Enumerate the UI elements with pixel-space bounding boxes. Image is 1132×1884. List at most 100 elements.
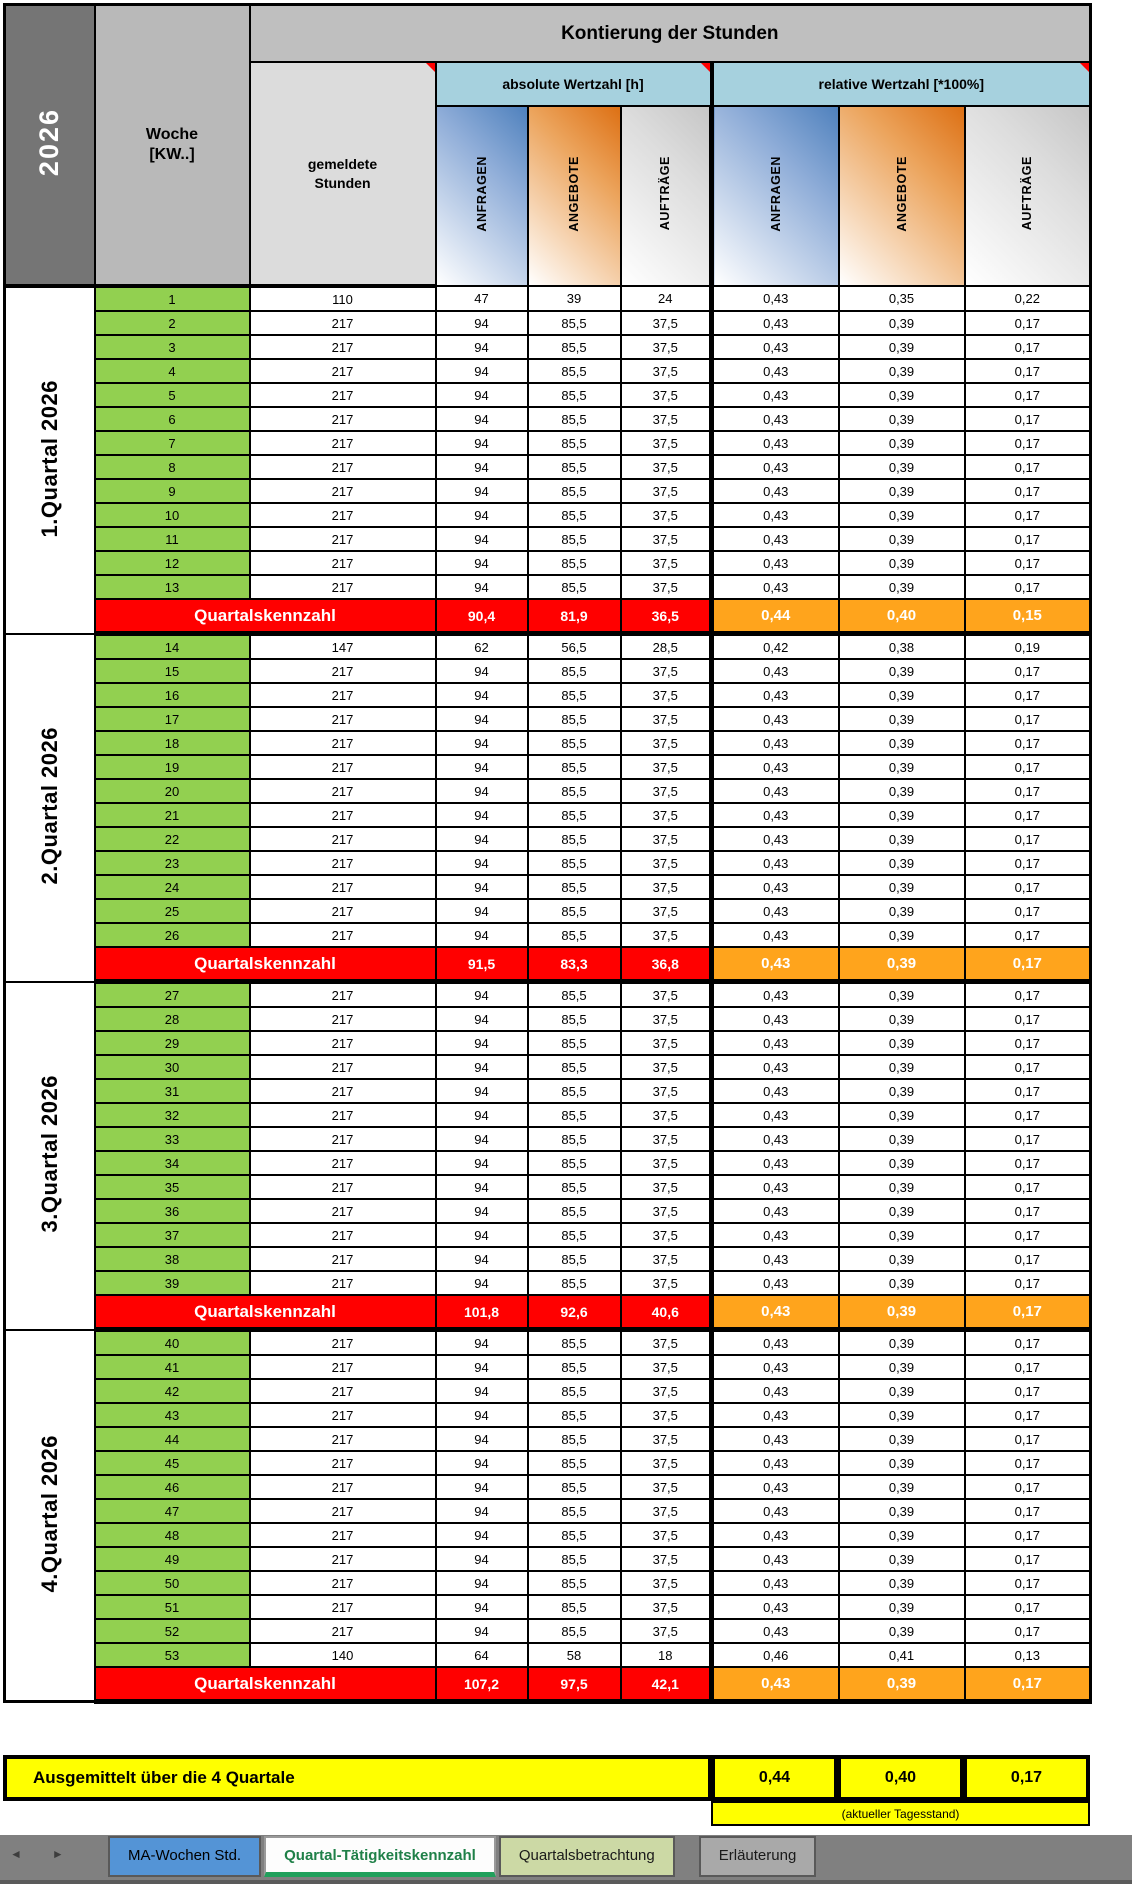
value-cell[interactable]: 85,5 — [526, 502, 622, 528]
value-cell[interactable]: 85,5 — [526, 478, 622, 504]
value-cell[interactable]: 85,5 — [526, 550, 622, 576]
summary-rel-cell[interactable]: 0,17 — [963, 946, 1092, 984]
value-cell[interactable]: 0,39 — [837, 1426, 966, 1452]
value-cell[interactable]: 85,5 — [526, 454, 622, 480]
value-cell[interactable]: 0,17 — [963, 502, 1092, 528]
value-cell[interactable]: 0,43 — [709, 1402, 840, 1428]
value-cell[interactable]: 0,39 — [837, 1270, 966, 1296]
value-cell[interactable]: 85,5 — [526, 1546, 622, 1572]
value-cell[interactable]: 0,17 — [963, 1378, 1092, 1404]
value-cell[interactable]: 217 — [248, 454, 437, 480]
value-cell[interactable]: 62 — [434, 632, 529, 660]
value-cell[interactable]: 37,5 — [619, 1354, 713, 1380]
value-cell[interactable]: 217 — [248, 1522, 437, 1548]
week-number-cell[interactable]: 24 — [93, 874, 251, 900]
value-cell[interactable]: 217 — [248, 502, 437, 528]
week-number-cell[interactable]: 48 — [93, 1522, 251, 1548]
value-cell[interactable]: 37,5 — [619, 874, 713, 900]
value-cell[interactable]: 94 — [434, 478, 529, 504]
value-cell[interactable]: 37,5 — [619, 898, 713, 924]
value-cell[interactable]: 0,43 — [709, 1354, 840, 1380]
value-cell[interactable]: 0,43 — [709, 1246, 840, 1272]
summary-rel-cell[interactable]: 0,39 — [837, 1666, 966, 1704]
week-number-cell[interactable]: 53 — [93, 1642, 251, 1668]
week-number-cell[interactable]: 3 — [93, 334, 251, 360]
summary-abs-cell[interactable]: 36,5 — [619, 598, 713, 636]
week-number-cell[interactable]: 44 — [93, 1426, 251, 1452]
value-cell[interactable]: 94 — [434, 754, 529, 780]
value-cell[interactable]: 0,43 — [709, 526, 840, 552]
week-number-cell[interactable]: 49 — [93, 1546, 251, 1572]
value-cell[interactable]: 58 — [526, 1642, 622, 1668]
value-cell[interactable]: 0,39 — [837, 1126, 966, 1152]
value-cell[interactable]: 0,39 — [837, 1246, 966, 1272]
value-cell[interactable]: 56,5 — [526, 632, 622, 660]
value-cell[interactable]: 85,5 — [526, 1594, 622, 1620]
value-cell[interactable]: 94 — [434, 980, 529, 1008]
summary-rel-cell[interactable]: 0,17 — [963, 1294, 1092, 1332]
value-cell[interactable]: 94 — [434, 358, 529, 384]
value-cell[interactable]: 94 — [434, 1474, 529, 1500]
value-cell[interactable]: 217 — [248, 980, 437, 1008]
value-cell[interactable]: 0,39 — [837, 406, 966, 432]
value-cell[interactable]: 0,43 — [709, 1450, 840, 1476]
week-number-cell[interactable]: 4 — [93, 358, 251, 384]
week-number-cell[interactable]: 17 — [93, 706, 251, 732]
value-cell[interactable]: 64 — [434, 1642, 529, 1668]
value-cell[interactable]: 94 — [434, 310, 529, 336]
value-cell[interactable]: 0,17 — [963, 526, 1092, 552]
value-cell[interactable]: 0,43 — [709, 454, 840, 480]
value-cell[interactable]: 94 — [434, 922, 529, 948]
value-cell[interactable]: 94 — [434, 1054, 529, 1080]
average-angebote-cell[interactable]: 0,40 — [838, 1755, 964, 1801]
value-cell[interactable]: 37,5 — [619, 1150, 713, 1176]
value-cell[interactable]: 110 — [248, 285, 437, 312]
value-cell[interactable]: 0,17 — [963, 1054, 1092, 1080]
value-cell[interactable]: 0,43 — [709, 1498, 840, 1524]
value-cell[interactable]: 0,43 — [709, 1618, 840, 1644]
value-cell[interactable]: 0,17 — [963, 778, 1092, 804]
week-number-cell[interactable]: 26 — [93, 922, 251, 948]
value-cell[interactable]: 37,5 — [619, 382, 713, 408]
value-cell[interactable]: 0,39 — [837, 1006, 966, 1032]
value-cell[interactable]: 217 — [248, 1474, 437, 1500]
value-cell[interactable]: 94 — [434, 658, 529, 684]
value-cell[interactable]: 85,5 — [526, 922, 622, 948]
week-number-cell[interactable]: 34 — [93, 1150, 251, 1176]
value-cell[interactable]: 0,43 — [709, 778, 840, 804]
value-cell[interactable]: 217 — [248, 406, 437, 432]
value-cell[interactable]: 37,5 — [619, 1270, 713, 1296]
value-cell[interactable]: 85,5 — [526, 754, 622, 780]
week-number-cell[interactable]: 1 — [93, 285, 251, 312]
value-cell[interactable]: 37,5 — [619, 502, 713, 528]
value-cell[interactable]: 0,39 — [837, 898, 966, 924]
value-cell[interactable]: 217 — [248, 778, 437, 804]
value-cell[interactable]: 0,35 — [837, 285, 966, 312]
week-number-cell[interactable]: 46 — [93, 1474, 251, 1500]
value-cell[interactable]: 0,39 — [837, 1150, 966, 1176]
summary-rel-cell[interactable]: 0,39 — [837, 946, 966, 984]
value-cell[interactable]: 0,17 — [963, 730, 1092, 756]
value-cell[interactable]: 37,5 — [619, 1426, 713, 1452]
value-cell[interactable]: 217 — [248, 874, 437, 900]
value-cell[interactable]: 0,43 — [709, 1328, 840, 1356]
value-cell[interactable]: 0,39 — [837, 574, 966, 600]
value-cell[interactable]: 217 — [248, 1270, 437, 1296]
week-number-cell[interactable]: 36 — [93, 1198, 251, 1224]
value-cell[interactable]: 0,17 — [963, 1450, 1092, 1476]
value-cell[interactable]: 0,43 — [709, 1078, 840, 1104]
value-cell[interactable]: 217 — [248, 1354, 437, 1380]
value-cell[interactable]: 217 — [248, 526, 437, 552]
value-cell[interactable]: 0,43 — [709, 754, 840, 780]
week-number-cell[interactable]: 45 — [93, 1450, 251, 1476]
value-cell[interactable]: 0,43 — [709, 980, 840, 1008]
value-cell[interactable]: 85,5 — [526, 1522, 622, 1548]
value-cell[interactable]: 37,5 — [619, 1594, 713, 1620]
week-number-cell[interactable]: 42 — [93, 1378, 251, 1404]
value-cell[interactable]: 94 — [434, 1030, 529, 1056]
value-cell[interactable]: 0,17 — [963, 1426, 1092, 1452]
value-cell[interactable]: 217 — [248, 1222, 437, 1248]
week-number-cell[interactable]: 22 — [93, 826, 251, 852]
value-cell[interactable]: 85,5 — [526, 1354, 622, 1380]
value-cell[interactable]: 217 — [248, 1246, 437, 1272]
